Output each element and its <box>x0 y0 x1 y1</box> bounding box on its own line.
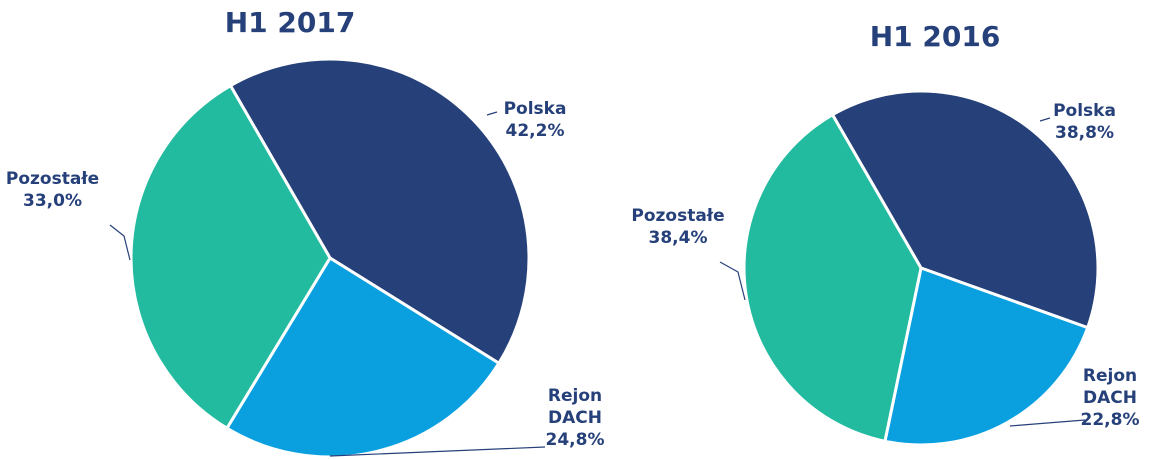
pie-slice <box>883 266 1090 447</box>
value-label: 42,2% <box>505 121 565 141</box>
chart-title: H1 2016 <box>869 20 1001 53</box>
slice-label: Polska 38,8% <box>1042 100 1127 144</box>
slice-label: Rejon DACH 22,8% <box>1070 365 1150 431</box>
value-label: 22,8% <box>1080 410 1140 430</box>
pie-slice <box>228 57 531 366</box>
leader-line <box>719 261 746 301</box>
value-label: 33,0% <box>23 191 82 211</box>
leader-line <box>1039 117 1051 122</box>
category-name: Rejon DACH <box>1082 366 1138 408</box>
category-name: Pozostałe <box>631 206 725 226</box>
value-label: 24,8% <box>545 430 605 450</box>
pie-slice <box>830 89 1100 330</box>
leader-line <box>329 446 546 457</box>
category-name: Rejon DACH <box>547 386 603 428</box>
slice-label: Polska 42,2% <box>490 98 580 142</box>
category-name: Pozostałe <box>5 169 100 189</box>
leader-line <box>486 111 498 116</box>
pie-slice <box>224 255 501 459</box>
leader-line <box>1009 419 1086 427</box>
pie-slice <box>129 83 332 431</box>
value-label: 38,4% <box>648 228 708 248</box>
pie-slice <box>742 112 923 444</box>
category-name: Polska <box>1053 101 1116 121</box>
slice-label: Pozostałe 33,0% <box>0 168 105 212</box>
slice-label: Pozostałe 38,4% <box>618 205 738 249</box>
category-name: Polska <box>503 99 567 119</box>
leader-line <box>109 224 131 261</box>
value-label: 38,8% <box>1055 123 1114 143</box>
chart-title: H1 2017 <box>224 6 356 39</box>
slice-label: Rejon DACH 24,8% <box>535 385 615 451</box>
